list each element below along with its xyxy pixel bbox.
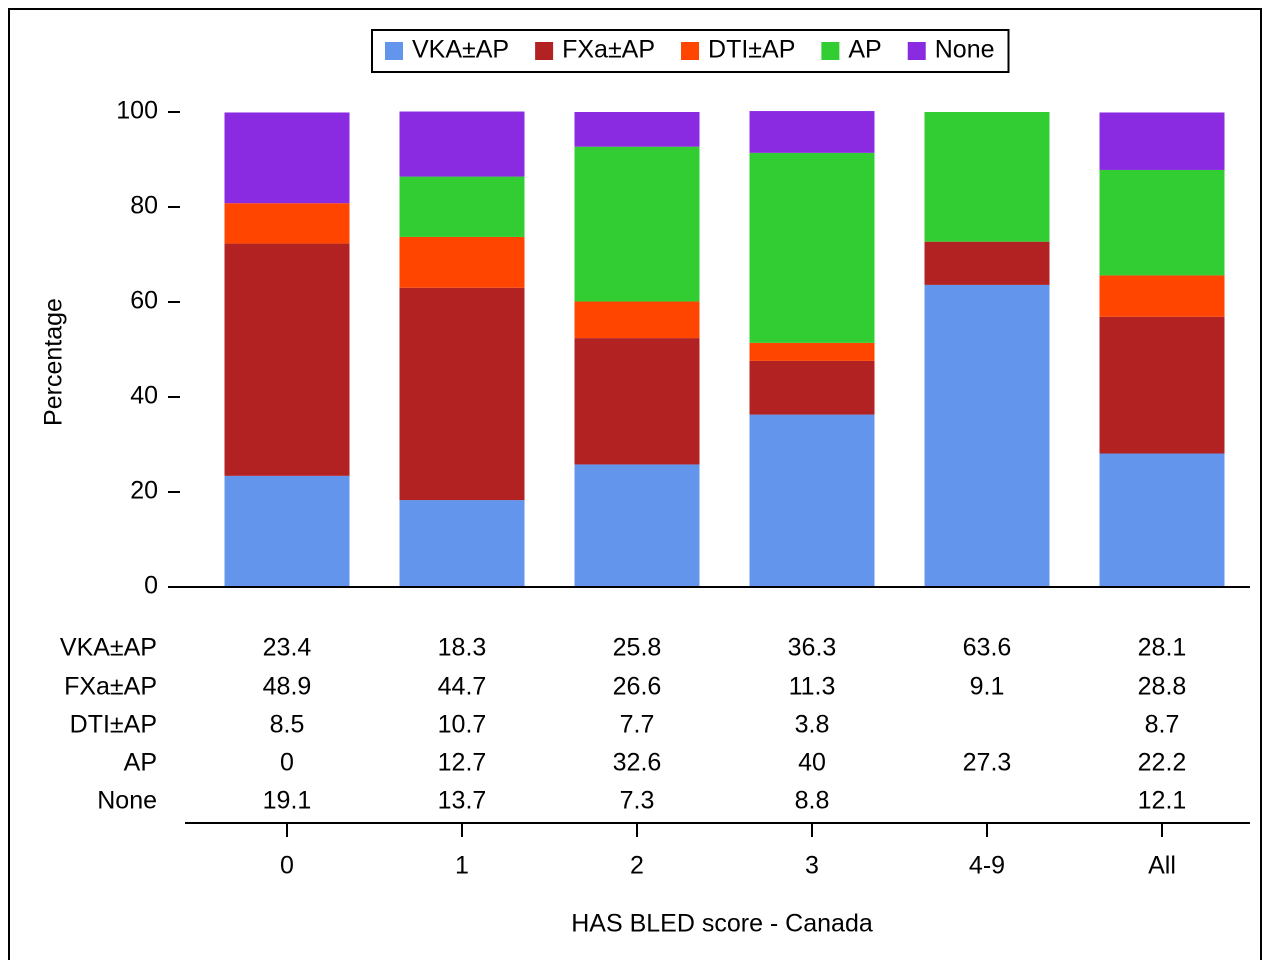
- table-value: 8.8: [795, 787, 830, 815]
- bar-segment: [749, 342, 875, 361]
- x-tick-label: 2: [630, 852, 644, 880]
- frame: [8, 8, 1262, 960]
- bar-segment: [399, 111, 525, 177]
- table-row-label: None: [97, 787, 157, 815]
- legend-swatch: [535, 42, 554, 60]
- bar-segment: [399, 287, 525, 501]
- table-value: 3.8: [795, 711, 830, 739]
- table-value: 32.6: [613, 749, 662, 777]
- legend-label: None: [935, 36, 995, 64]
- table-row-label: DTI±AP: [70, 711, 157, 739]
- table-value: 11.3: [789, 673, 836, 701]
- table-value: 8.5: [270, 711, 305, 739]
- y-tick-label: 20: [130, 477, 158, 505]
- bar-segment: [574, 112, 700, 147]
- x-tick-label: All: [1148, 852, 1176, 880]
- table-value: 36.3: [788, 634, 837, 662]
- table-row-label: VKA±AP: [60, 634, 157, 662]
- y-axis-title: Percentage: [40, 298, 68, 426]
- table-value: 27.3: [963, 749, 1012, 777]
- bar-segment: [1099, 112, 1225, 170]
- x-tick-label: 0: [280, 852, 294, 880]
- bar-segment: [924, 284, 1050, 587]
- legend-label: AP: [848, 36, 881, 64]
- table-value: 13.7: [438, 787, 487, 815]
- table-value: 44.7: [438, 673, 487, 701]
- table-value: 40: [798, 749, 826, 777]
- bar-segment: [1099, 453, 1225, 587]
- legend-swatch: [907, 42, 926, 60]
- bar-segment: [399, 176, 525, 237]
- y-tick-label: 100: [116, 97, 158, 125]
- bar-segment: [224, 243, 350, 476]
- y-tick-label: 80: [130, 192, 158, 220]
- bar-segment: [224, 475, 350, 587]
- table-value: 48.9: [263, 673, 312, 701]
- legend: VKA±AP FXa±AP DTI±AP AP None: [371, 29, 1010, 73]
- table-value: 10.7: [438, 711, 487, 739]
- bar-segment: [574, 301, 700, 339]
- legend-label: DTI±AP: [708, 36, 795, 64]
- bar-segment: [224, 112, 350, 204]
- legend-swatch: [681, 42, 700, 60]
- table-value: 19.1: [263, 787, 312, 815]
- table-value: 18.3: [438, 634, 487, 662]
- bar-segment: [749, 111, 875, 153]
- bar-segment: [399, 236, 525, 288]
- table-value: 7.3: [620, 787, 655, 815]
- table-value: 28.8: [1138, 673, 1187, 701]
- x-tick-label: 4-9: [969, 852, 1005, 880]
- bar-segment: [1099, 169, 1225, 276]
- y-tick-label: 0: [144, 572, 158, 600]
- bar-segment: [924, 241, 1050, 285]
- x-tick-label: 1: [455, 852, 469, 880]
- x-tick-label: 3: [805, 852, 819, 880]
- y-tick-label: 60: [130, 287, 158, 315]
- bar-segment: [574, 338, 700, 465]
- legend-swatch: [821, 42, 840, 60]
- bar-segment: [574, 146, 700, 302]
- legend-swatch: [385, 42, 403, 60]
- table-value: 25.8: [613, 634, 662, 662]
- y-tick-label: 40: [130, 382, 158, 410]
- bar-segment: [749, 360, 875, 415]
- table-value: 12.7: [438, 749, 487, 777]
- table-value: 22.2: [1138, 749, 1187, 777]
- bar-segment: [1099, 275, 1225, 317]
- table-value: 9.1: [970, 673, 1005, 701]
- bar-segment: [749, 152, 875, 343]
- bar-segment: [1099, 316, 1225, 454]
- table-value: 63.6: [963, 634, 1012, 662]
- table-row-label: FXa±AP: [64, 673, 157, 701]
- bar-segment: [749, 414, 875, 587]
- table-value: 23.4: [263, 634, 312, 662]
- legend-label: VKA±AP: [412, 36, 509, 64]
- bar-segment: [924, 112, 1050, 242]
- bar-segment: [574, 464, 700, 587]
- table-row-label: AP: [124, 749, 157, 777]
- table-value: 26.6: [613, 673, 662, 701]
- bar-segment: [224, 203, 350, 244]
- x-axis-title: HAS BLED score - Canada: [571, 910, 873, 938]
- table-value: 7.7: [620, 711, 655, 739]
- table-value: 12.1: [1138, 787, 1187, 815]
- bar-segment: [399, 500, 525, 587]
- table-value: 0: [280, 749, 294, 777]
- legend-label: FXa±AP: [562, 36, 655, 64]
- table-value: 8.7: [1145, 711, 1180, 739]
- table-value: 28.1: [1138, 634, 1187, 662]
